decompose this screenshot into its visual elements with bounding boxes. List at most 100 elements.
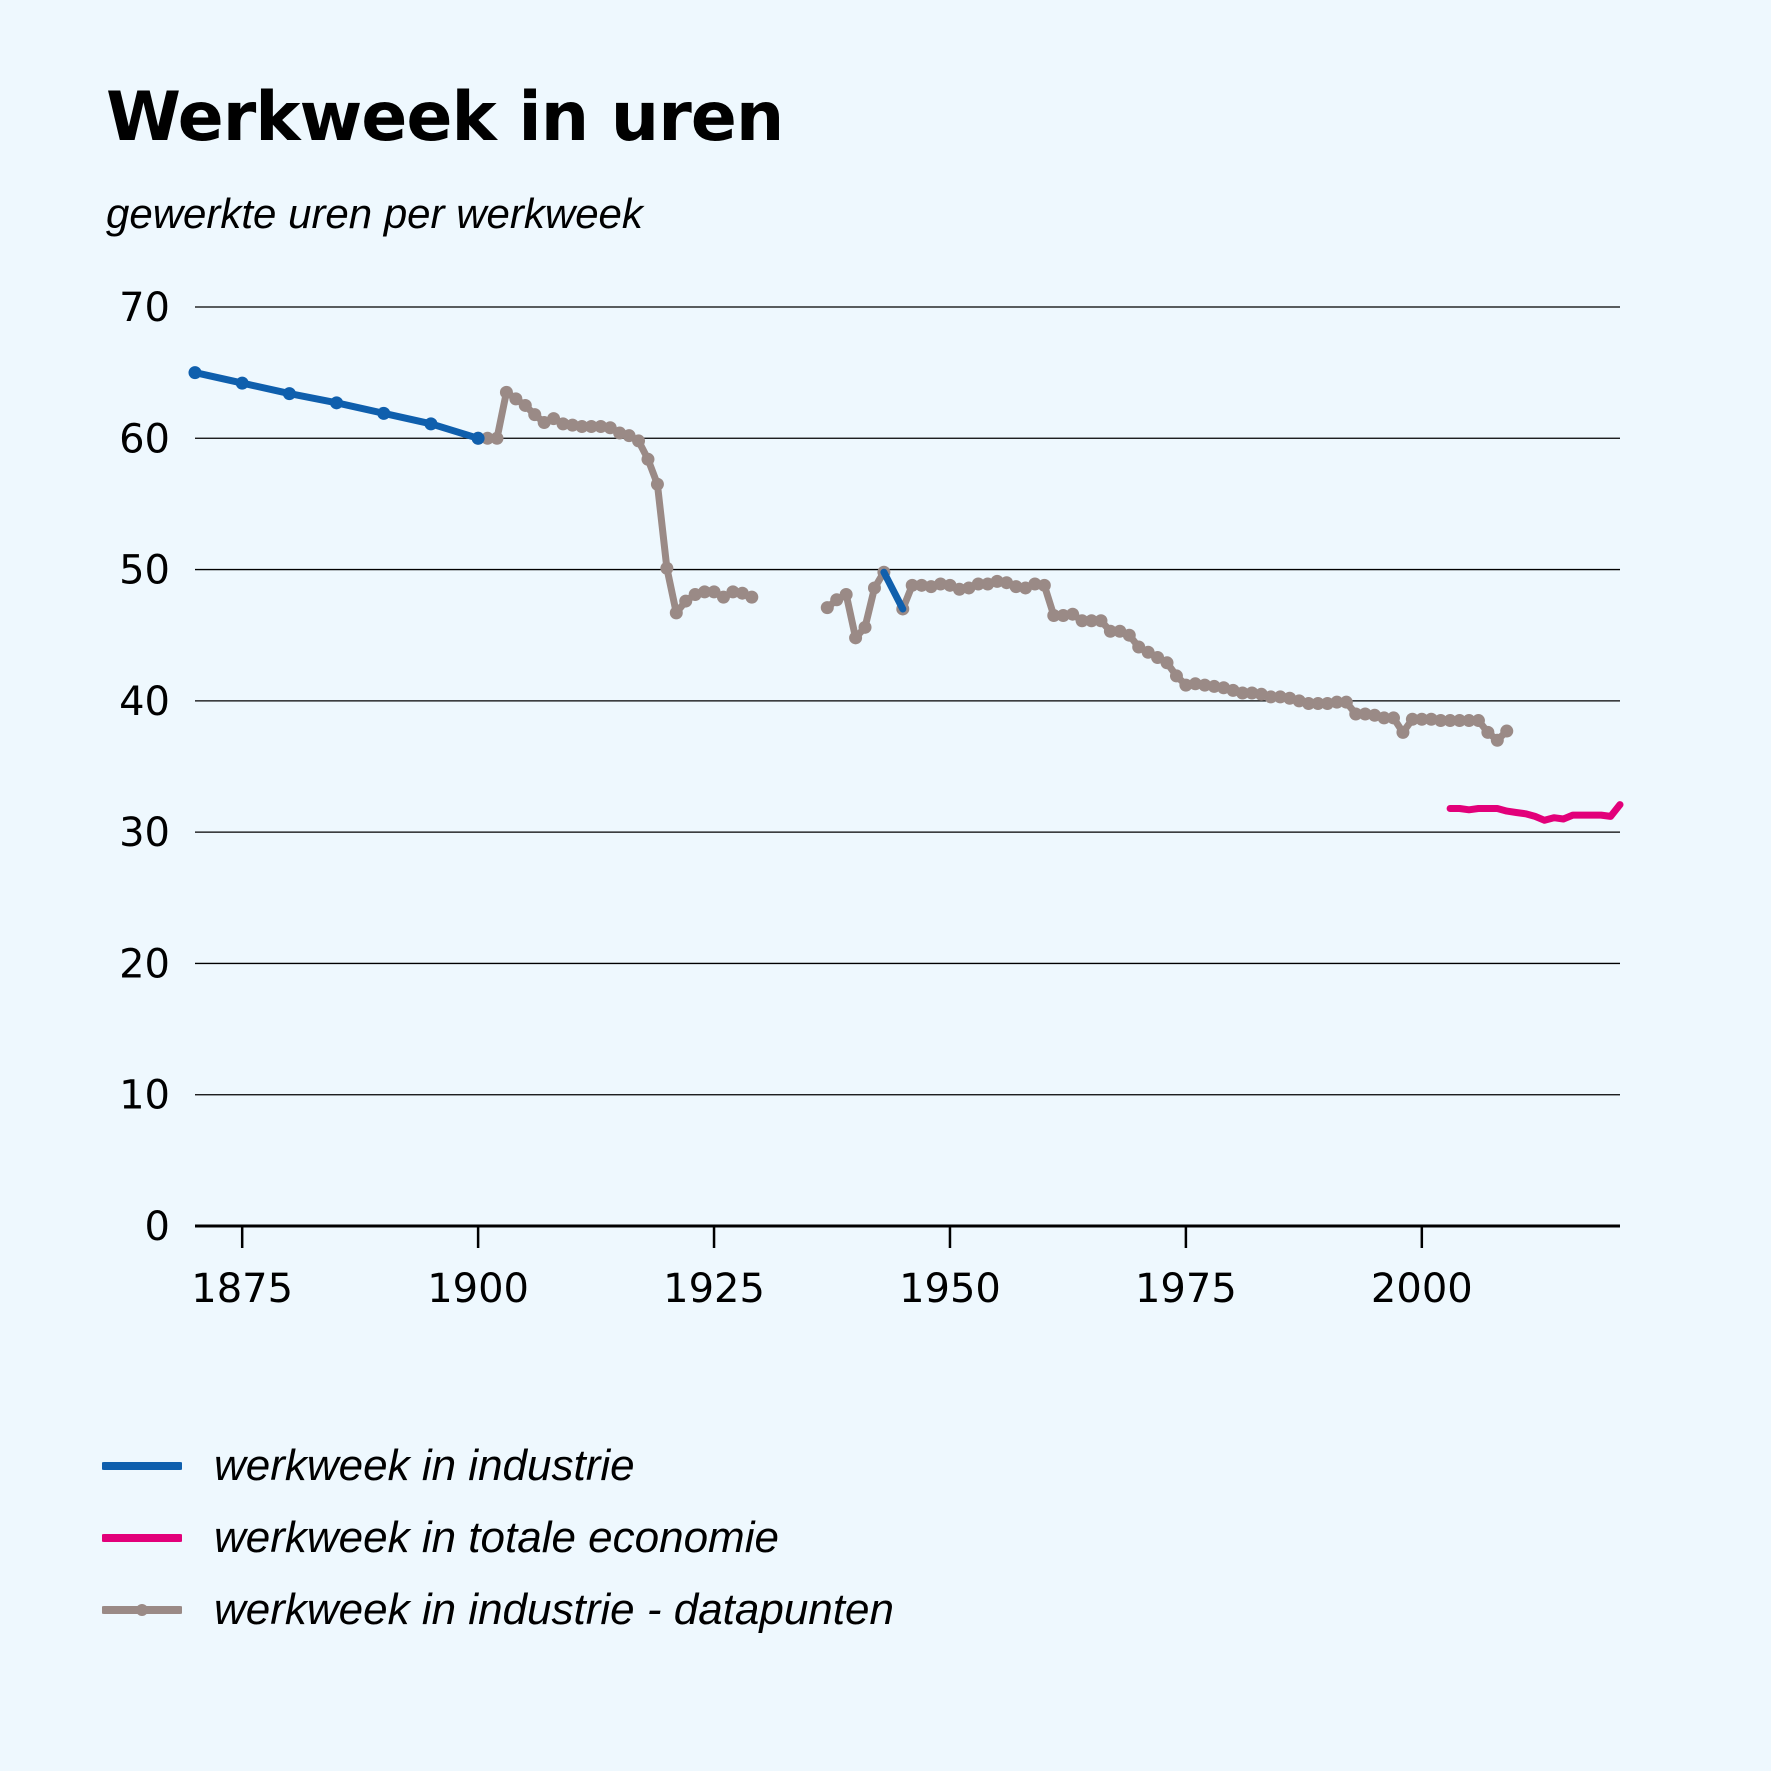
werkweek-in-industrie-datapunten-seg2-point-1993 bbox=[1349, 707, 1363, 721]
werkweek-in-industrie-datapunten-seg0-point-1921 bbox=[669, 606, 683, 620]
werkweek-in-industrie-datapunten-seg2-point-1965 bbox=[1085, 614, 1099, 628]
chart-title: Werkweek in uren bbox=[106, 78, 784, 157]
y-tick-label-0: 0 bbox=[145, 1204, 170, 1250]
grid-lines bbox=[195, 306, 1620, 1228]
werkweek-in-industrie-datapunten-seg2-point-1966 bbox=[1094, 614, 1108, 628]
legend: werkweek in industrie werkweek in totale… bbox=[102, 1430, 894, 1646]
werkweek-in-industrie-datapunten-seg2-point-1960 bbox=[1037, 578, 1051, 592]
werkweek-in-industrie-datapunten-seg0-point-1917 bbox=[632, 434, 646, 448]
werkweek-in-industrie-datapunten-seg2-point-2006 bbox=[1471, 714, 1485, 728]
werkweek-in-industrie-datapunten-seg2-point-1997 bbox=[1387, 711, 1401, 725]
x-tick-label-1925: 1925 bbox=[663, 1266, 765, 1312]
werkweek-in-industrie-datapunten-seg2-point-1981 bbox=[1236, 686, 1250, 700]
werkweek-in-industrie-datapunten-seg0-point-1922 bbox=[679, 594, 693, 608]
werkweek-in-industrie-datapunten-seg2-point-1969 bbox=[1122, 628, 1136, 642]
werkweek-in-industrie-datapunten-seg1-point-1937 bbox=[820, 601, 834, 615]
werkweek-in-industrie-datapunten-seg0-point-1906 bbox=[528, 408, 542, 422]
legend-label-economy: werkweek in totale economie bbox=[214, 1513, 779, 1562]
legend-item-economy: werkweek in totale economie bbox=[102, 1502, 894, 1574]
y-tick-label-30: 30 bbox=[119, 810, 170, 856]
x-tick-label-1900: 1900 bbox=[427, 1266, 529, 1312]
werkweek-in-industrie-datapunten-seg1-point-1940 bbox=[849, 631, 863, 645]
werkweek-in-industrie-datapunten-seg2-point-1998 bbox=[1396, 725, 1410, 739]
werkweek-in-industrie-datapunten-seg0-point-1912 bbox=[584, 419, 598, 433]
legend-item-datapoints: werkweek in industrie - datapunten bbox=[102, 1574, 894, 1646]
werkweek-in-industrie-datapunten-seg2-point-2000 bbox=[1415, 712, 1429, 726]
werkweek-in-industrie-datapunten-seg2-point-1974 bbox=[1169, 669, 1183, 683]
y-tick-label-50: 50 bbox=[119, 548, 170, 594]
werkweek-in-industrie-datapunten-seg2-point-1963 bbox=[1066, 607, 1080, 621]
werkweek-in-industrie-datapunten-seg2-point-1953 bbox=[971, 577, 985, 591]
werkweek-in-industrie-0-point-1900 bbox=[471, 431, 485, 445]
werkweek-in-industrie-0-point-1870 bbox=[188, 366, 202, 380]
werkweek-in-industrie-datapunten-seg0-point-1916 bbox=[622, 429, 636, 443]
werkweek-in-industrie-datapunten-seg2-point-1967 bbox=[1103, 624, 1117, 638]
werkweek-in-industrie-datapunten-seg2-point-1992 bbox=[1339, 695, 1353, 709]
y-tick-label-60: 60 bbox=[119, 416, 170, 462]
y-tick-label-40: 40 bbox=[119, 679, 170, 725]
legend-swatch-economy bbox=[102, 1534, 182, 1542]
werkweek-in-industrie-datapunten-seg2-point-2008 bbox=[1490, 733, 1504, 747]
werkweek-in-industrie-datapunten-seg0-point-1925 bbox=[707, 585, 721, 599]
werkweek-in-industrie-datapunten-seg2-point-1996 bbox=[1377, 711, 1391, 725]
werkweek-in-industrie-datapunten-seg2-point-1972 bbox=[1151, 651, 1165, 665]
y-tick-label-20: 20 bbox=[119, 941, 170, 987]
x-tick-label-2000: 2000 bbox=[1371, 1266, 1473, 1312]
werkweek-in-industrie-datapunten-seg2-point-1991 bbox=[1330, 695, 1344, 709]
werkweek-in-industrie-datapunten-seg2-point-1961 bbox=[1047, 609, 1061, 623]
werkweek-in-industrie-datapunten-seg2-point-1964 bbox=[1075, 614, 1089, 628]
werkweek-in-industrie-datapunten-seg2-point-1971 bbox=[1141, 645, 1155, 659]
werkweek-in-industrie-datapunten-seg2-point-1973 bbox=[1160, 656, 1174, 670]
werkweek-in-industrie-datapunten-seg2-point-1946 bbox=[905, 578, 919, 592]
werkweek-in-industrie-datapunten-seg0-point-1919 bbox=[650, 477, 664, 491]
line-chart: 0 10 20 30 40 50 60 70 1875 1900 1925 1950 1975 2000 bbox=[119, 285, 1624, 1312]
legend-item-industry: werkweek in industrie bbox=[102, 1430, 894, 1502]
x-tick-label-1975: 1975 bbox=[1135, 1266, 1237, 1312]
werkweek-in-industrie-0-point-1880 bbox=[282, 387, 296, 401]
y-tick-label-70: 70 bbox=[119, 285, 170, 331]
werkweek-in-industrie-0-point-1890 bbox=[377, 406, 391, 420]
werkweek-in-industrie-datapunten-seg0-point-1929 bbox=[745, 590, 759, 604]
werkweek-in-industrie-datapunten-seg0-point-1918 bbox=[641, 452, 655, 466]
x-tick-label-1875: 1875 bbox=[191, 1266, 293, 1312]
x-tick-label-1950: 1950 bbox=[899, 1266, 1001, 1312]
series-lines bbox=[188, 366, 1624, 824]
werkweek-in-industrie-1-line bbox=[880, 568, 907, 613]
werkweek-in-industrie-datapunten-seg2-point-2002 bbox=[1434, 714, 1448, 728]
werkweek-in-industrie-datapunten-seg0-point-1905 bbox=[518, 398, 532, 412]
werkweek-in-industrie-datapunten-seg2-point-2009 bbox=[1500, 724, 1514, 738]
werkweek-in-industrie-datapunten-seg0-point-1908 bbox=[547, 412, 561, 426]
werkweek-in-totale-economie-2-line bbox=[1446, 801, 1624, 824]
werkweek-in-industrie-datapunten-seg0-point-1904 bbox=[509, 392, 523, 406]
werkweek-in-industrie-datapunten-seg0-point-1903 bbox=[499, 385, 513, 399]
werkweek-in-industrie-datapunten-seg2-point-2004 bbox=[1453, 714, 1467, 728]
werkweek-in-industrie-datapunten-seg0-point-1902 bbox=[490, 431, 504, 445]
werkweek-in-industrie-datapunten-seg2-point-1970 bbox=[1132, 640, 1146, 654]
werkweek-in-industrie-datapunten-seg2-point-1989 bbox=[1311, 696, 1325, 710]
werkweek-in-industrie-datapunten-seg1-point-1938 bbox=[830, 593, 844, 607]
werkweek-in-industrie-0-point-1875 bbox=[235, 376, 249, 390]
werkweek-in-industrie-datapunten-seg0-point-1924 bbox=[698, 585, 712, 599]
chart-subtitle: gewerkte uren per werkweek bbox=[106, 190, 643, 237]
werkweek-in-industrie-datapunten-seg0-point-1926 bbox=[716, 590, 730, 604]
y-axis: 0 10 20 30 40 50 60 70 bbox=[119, 285, 170, 1250]
werkweek-in-industrie-0-point-1885 bbox=[330, 396, 344, 410]
werkweek-in-industrie-datapunten-seg0-point-1901 bbox=[481, 431, 495, 445]
werkweek-in-industrie-datapunten-seg1-point-1941 bbox=[858, 620, 872, 634]
legend-label-datapoints: werkweek in industrie - datapunten bbox=[214, 1585, 894, 1634]
werkweek-in-industrie-datapunten-seg0-point-1920 bbox=[660, 561, 674, 575]
werkweek-in-industrie-datapunten-seg2-point-1988 bbox=[1302, 696, 1316, 710]
werkweek-in-industrie-datapunten-seg0-point-1911 bbox=[575, 419, 589, 433]
y-tick-label-10: 10 bbox=[119, 1073, 170, 1119]
werkweek-in-industrie-datapunten-seg0-point-1914 bbox=[603, 421, 617, 435]
werkweek-in-industrie-datapunten-seg1-point-1942 bbox=[867, 581, 881, 595]
werkweek-in-industrie-0-point-1895 bbox=[424, 417, 438, 431]
legend-swatch-datapoints bbox=[102, 1604, 182, 1616]
x-axis: 1875 1900 1925 1950 1975 2000 bbox=[191, 1226, 1473, 1312]
werkweek-in-industrie-datapunten-seg2-point-1984 bbox=[1264, 690, 1278, 704]
werkweek-in-industrie-datapunten-seg2-point-1999 bbox=[1405, 712, 1419, 726]
werkweek-in-industrie-datapunten-seg1-point-1939 bbox=[839, 588, 853, 602]
legend-swatch-industry bbox=[102, 1462, 182, 1470]
werkweek-in-industrie-datapunten-seg2-point-2003 bbox=[1443, 714, 1457, 728]
werkweek-in-industrie-datapunten-seg2-point-2007 bbox=[1481, 725, 1495, 739]
